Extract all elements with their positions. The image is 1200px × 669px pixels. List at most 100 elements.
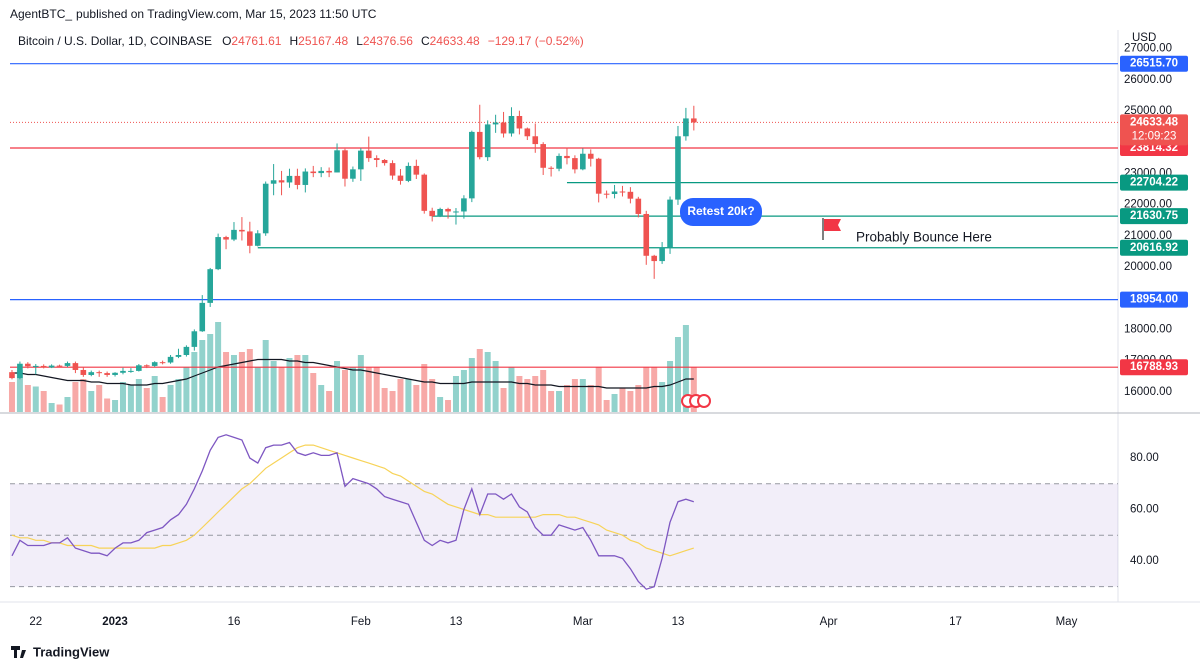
volume-bar — [516, 376, 523, 412]
x-tick-label: 13 — [672, 616, 685, 628]
candle-body — [389, 163, 396, 176]
candle-body — [143, 365, 150, 367]
candle-body — [635, 198, 642, 214]
candle-body — [199, 302, 206, 332]
published: published on TradingView.com, Mar 15, 20… — [76, 7, 377, 21]
candle-body — [286, 175, 293, 183]
candle-body — [564, 155, 570, 159]
candle-body — [326, 170, 332, 173]
candle-body — [231, 229, 237, 240]
candle-body — [445, 208, 451, 212]
volume-bar — [72, 382, 79, 412]
candle-body — [9, 372, 15, 379]
volume-bar — [682, 325, 689, 412]
volume-bar — [674, 337, 681, 412]
event-icon — [697, 394, 711, 408]
flag — [824, 219, 841, 231]
x-tick-label: Mar — [573, 616, 593, 628]
volume-bar — [318, 385, 325, 412]
candle-body — [508, 115, 515, 134]
volume-bar — [40, 391, 47, 412]
candle-body — [659, 247, 665, 262]
candle-body — [310, 171, 317, 174]
candle-body — [469, 131, 475, 199]
footer-brand: TradingView — [33, 644, 110, 659]
y-tick-label: 18000.00 — [1124, 323, 1172, 335]
level-label: 26515.70 — [1130, 58, 1178, 70]
candle-body — [461, 198, 467, 212]
annotation: Probably Bounce Here — [856, 230, 992, 245]
candle-body — [429, 210, 435, 217]
candle-body — [270, 180, 277, 184]
candle-body — [318, 170, 324, 174]
volume-bar — [476, 349, 483, 412]
candle-body — [25, 363, 31, 367]
candle-body — [104, 373, 110, 375]
candle-body — [40, 365, 47, 368]
level-label-box — [1120, 208, 1188, 225]
x-tick-label: 16 — [228, 616, 241, 628]
volume-bar — [80, 379, 87, 412]
candle-body — [484, 124, 491, 158]
candle-body — [223, 237, 229, 240]
candle-body — [17, 363, 23, 379]
candle-body — [254, 233, 261, 246]
volume-bar — [587, 385, 594, 412]
volume-bar — [452, 376, 459, 412]
y-tick-label: 21000.00 — [1124, 230, 1172, 242]
candle-body — [239, 229, 245, 232]
volume-bar — [635, 385, 642, 412]
plot: 22202316Feb13Mar13Apr17May16000.0017000.… — [8, 43, 1188, 628]
x-tick-label: Feb — [351, 616, 371, 628]
y-tick-label: 25000.00 — [1124, 105, 1172, 117]
legend: Bitcoin / U.S. Dollar, 1D, COINBASE O2476… — [18, 34, 584, 48]
rsi-tick-label: 40.00 — [1130, 555, 1159, 567]
candle-body — [191, 331, 198, 347]
countdown: 12:09:23 — [1132, 130, 1177, 142]
volume-bar — [421, 364, 428, 412]
candle-body — [207, 269, 213, 303]
y-tick-label: 16000.00 — [1124, 386, 1172, 398]
volume-bar — [175, 379, 182, 412]
candle-body — [48, 365, 55, 368]
candle-body — [691, 118, 697, 123]
volume-bar — [405, 379, 412, 412]
event-icons — [681, 394, 711, 408]
candle-body — [215, 237, 221, 270]
candle-body — [365, 150, 372, 159]
volume-bar — [540, 370, 547, 412]
candle-body — [675, 136, 681, 200]
volume-bar — [397, 379, 404, 412]
volume-bar — [151, 376, 158, 412]
volume-bar — [595, 367, 602, 412]
volume-bar — [246, 349, 253, 412]
volume-bar — [56, 404, 63, 412]
candle-body — [595, 158, 602, 194]
volume-bar — [667, 361, 674, 412]
y-tick-label: 27000.00 — [1124, 43, 1172, 55]
volume-bar — [548, 391, 555, 412]
level-label: 16788.93 — [1130, 361, 1178, 373]
candle-body — [373, 158, 380, 160]
candle-body — [683, 118, 689, 137]
candle-body — [72, 363, 79, 370]
volume-bar — [310, 373, 317, 412]
volume-bar — [690, 367, 697, 412]
rsi-ma — [11, 444, 694, 557]
volume-bar — [254, 367, 261, 412]
level-label-box — [1120, 359, 1188, 376]
price-label: 24633.48 — [1130, 116, 1179, 128]
volume-bar — [500, 388, 507, 412]
volume-bar — [373, 367, 380, 412]
volume-bar — [183, 367, 190, 412]
volume-bar — [48, 403, 55, 412]
volume-bar — [96, 385, 103, 412]
candle-body — [540, 144, 546, 168]
x-tick-label: May — [1056, 616, 1078, 628]
volume-bar — [643, 367, 650, 412]
volume-bar — [524, 379, 531, 412]
legend-key: C — [421, 34, 430, 48]
level-label: 18954.00 — [1130, 294, 1178, 306]
